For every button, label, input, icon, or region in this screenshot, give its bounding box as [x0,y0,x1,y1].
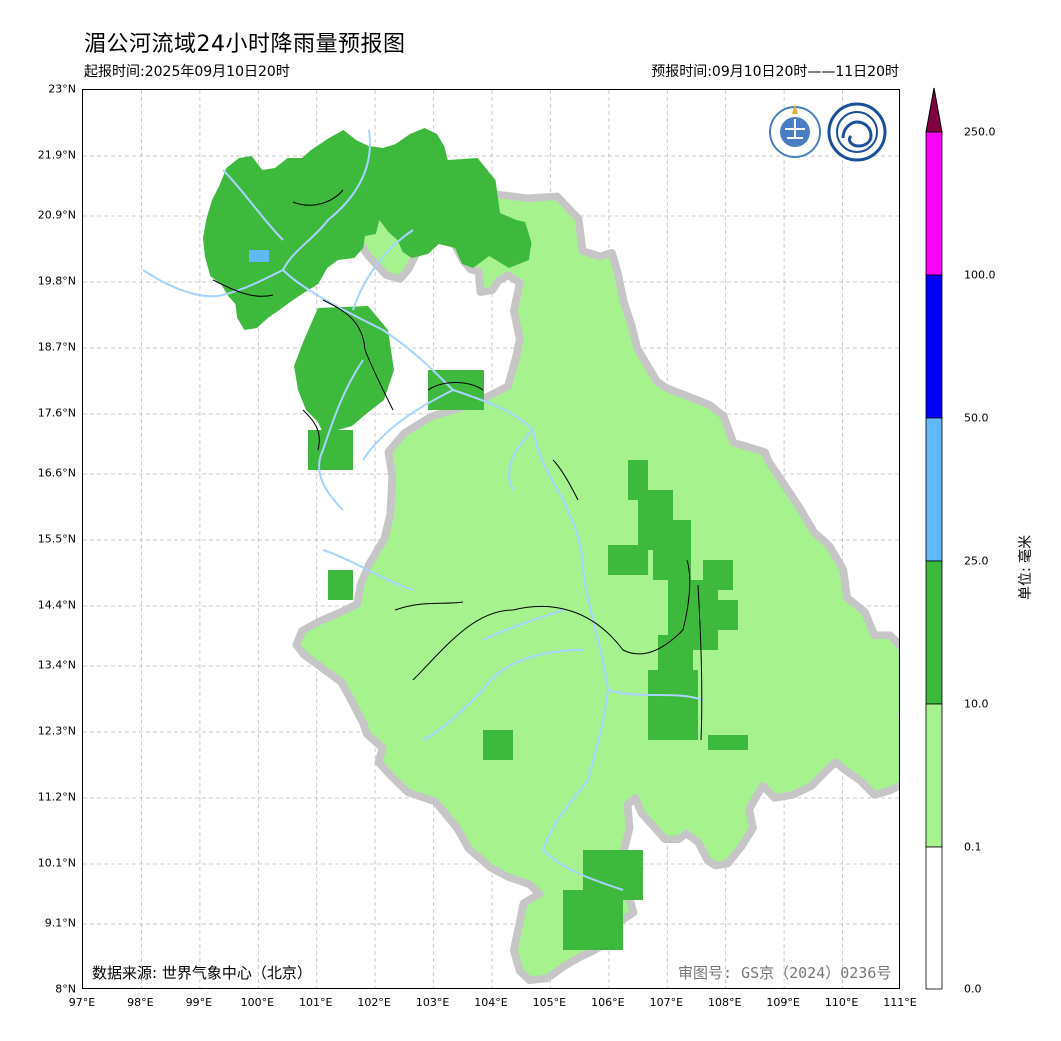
colorbar-label-25: 25.0 [964,554,989,568]
lat-tick-23: 23°N [48,82,76,96]
lon-tick-99: 99°E [185,996,213,1009]
colorbar-label-0-1: 0.1 [964,840,982,854]
lat-tick-16-6: 16.6°N [37,466,76,480]
lon-tick-97: 97°E [68,996,96,1009]
lat-tick-14-4: 14.4°N [37,598,76,612]
colorbar-0-0-1 [925,846,943,990]
lon-tick-105: 105°E [532,996,567,1009]
lat-tick-9-1: 9.1°N [44,916,76,930]
country-borders [212,189,703,741]
lon-tick-107: 107°E [649,996,684,1009]
wmo-logo [769,104,821,158]
colorbar-10-25 [925,560,943,705]
lon-tick-109: 109°E [766,996,800,1009]
lat-tick-10-1: 10.1°N [37,856,76,870]
colorbar-0-1-10 [925,703,943,848]
lon-tick-106: 106°E [591,996,625,1009]
lat-tick-21-9: 21.9°N [37,148,76,162]
rain-25-50mm [249,250,269,262]
data-source: 数据来源: 世界气象中心（北京） [92,964,312,982]
lon-tick-101: 101°E [298,996,333,1009]
lat-tick-15-5: 15.5°N [37,532,76,546]
colorbar-unit: 单位: 毫米 [1018,534,1034,600]
colorbar [925,87,943,990]
lon-tick-110: 110°E [824,996,859,1009]
rivers [142,129,704,891]
lon-tick-111: 111°E [883,996,917,1009]
colorbar-25-50 [925,417,943,562]
lon-tick-98: 98°E [127,996,154,1009]
colorbar-label-10: 10.0 [964,697,989,711]
lon-tick-100: 100°E [240,996,275,1009]
review-number: 审图号: GS京（2024）0236号 [678,964,892,982]
lat-tick-13-4: 13.4°N [37,658,76,672]
map-panel [82,89,900,989]
lat-tick-8: 8°N [55,982,76,996]
colorbar-label-100: 100.0 [964,268,996,282]
lon-tick-104: 104°E [474,996,508,1009]
cma-logo [827,102,887,162]
map-title: 湄公河流域24小时降雨量预报图 [84,32,406,57]
lat-tick-20-9: 20.9°N [37,208,76,222]
colorbar-50-100 [925,274,943,419]
lat-tick-11-2: 11.2°N [37,790,76,804]
basin-light-green [292,166,899,985]
lat-tick-19-8: 19.8°N [37,274,76,288]
lat-tick-18-7: 18.7°N [37,340,76,354]
colorbar-label-250: 250.0 [964,125,996,139]
lon-tick-103: 103°E [415,996,450,1009]
rain-10-25mm [203,128,748,950]
lat-tick-12-3: 12.3°N [37,724,76,738]
colorbar-100-250 [925,131,943,276]
colorbar-label-50: 50.0 [964,411,989,425]
lat-tick-17-6: 17.6°N [37,406,76,420]
colorbar-label-0: 0.0 [964,982,982,996]
forecast-time: 预报时间:09月10日20时——11日20时 [651,64,899,80]
lon-tick-108: 108°E [707,996,742,1009]
colorbar-extend-arrow [925,87,943,133]
issue-time: 起报时间:2025年09月10日20时 [84,64,290,80]
lon-tick-102: 102°E [357,996,391,1009]
map-canvas [83,90,899,988]
